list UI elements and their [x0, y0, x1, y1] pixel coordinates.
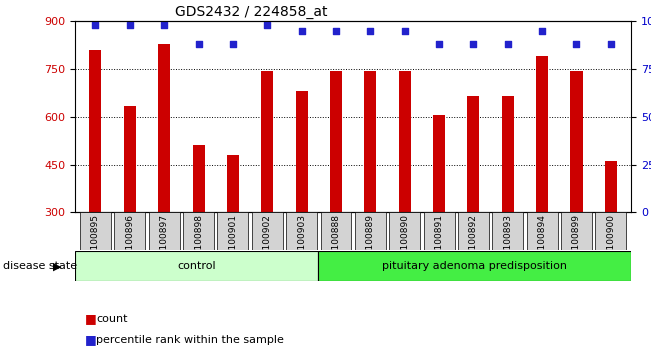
Bar: [398, 70, 411, 212]
Bar: [527, 212, 558, 250]
Bar: [89, 50, 102, 212]
Point: [331, 28, 341, 34]
Text: GSM100901: GSM100901: [229, 214, 238, 269]
Bar: [433, 115, 445, 212]
Text: GSM100891: GSM100891: [435, 214, 443, 269]
Text: GDS2432 / 224858_at: GDS2432 / 224858_at: [175, 5, 327, 19]
Text: GSM100888: GSM100888: [331, 214, 340, 269]
Text: percentile rank within the sample: percentile rank within the sample: [96, 335, 284, 345]
Text: GSM100889: GSM100889: [366, 214, 375, 269]
Text: GSM100892: GSM100892: [469, 214, 478, 269]
Text: GSM100897: GSM100897: [159, 214, 169, 269]
Point: [434, 41, 444, 47]
Point: [365, 28, 376, 34]
Text: control: control: [177, 261, 216, 272]
Point: [228, 41, 238, 47]
Bar: [561, 212, 592, 250]
Bar: [286, 212, 317, 250]
Text: GSM100903: GSM100903: [297, 214, 306, 269]
Bar: [296, 91, 308, 212]
Text: GSM100890: GSM100890: [400, 214, 409, 269]
Point: [468, 41, 478, 47]
Point: [159, 22, 169, 28]
Bar: [183, 212, 214, 250]
Bar: [502, 96, 514, 212]
Bar: [261, 70, 273, 212]
Text: ▶: ▶: [53, 261, 62, 272]
Text: count: count: [96, 314, 128, 324]
Point: [124, 22, 135, 28]
Text: disease state: disease state: [3, 261, 77, 272]
Bar: [252, 212, 283, 250]
Bar: [365, 70, 376, 212]
Bar: [148, 212, 180, 250]
Text: GSM100898: GSM100898: [194, 214, 203, 269]
Text: ■: ■: [85, 312, 96, 325]
Bar: [467, 96, 479, 212]
Point: [537, 28, 547, 34]
Bar: [193, 145, 204, 212]
Text: GSM100894: GSM100894: [538, 214, 547, 269]
Point: [262, 22, 273, 28]
Bar: [424, 212, 454, 250]
Bar: [389, 212, 420, 250]
Bar: [217, 212, 249, 250]
Bar: [318, 251, 631, 281]
Text: GSM100893: GSM100893: [503, 214, 512, 269]
Text: GSM100900: GSM100900: [606, 214, 615, 269]
Bar: [115, 212, 145, 250]
Text: GSM100895: GSM100895: [91, 214, 100, 269]
Text: GSM100902: GSM100902: [263, 214, 271, 269]
Point: [400, 28, 410, 34]
Text: pituitary adenoma predisposition: pituitary adenoma predisposition: [382, 261, 568, 272]
Bar: [320, 212, 352, 250]
Bar: [596, 212, 626, 250]
Text: ■: ■: [85, 333, 96, 346]
Bar: [355, 212, 386, 250]
Bar: [458, 212, 489, 250]
Bar: [124, 105, 136, 212]
Bar: [330, 70, 342, 212]
Text: GSM100899: GSM100899: [572, 214, 581, 269]
Text: GSM100896: GSM100896: [126, 214, 134, 269]
Bar: [158, 44, 170, 212]
Point: [605, 41, 616, 47]
Point: [193, 41, 204, 47]
Bar: [570, 70, 583, 212]
Point: [90, 22, 101, 28]
Point: [296, 28, 307, 34]
Point: [572, 41, 582, 47]
Bar: [605, 161, 617, 212]
Bar: [227, 155, 239, 212]
Point: [503, 41, 513, 47]
Bar: [75, 251, 318, 281]
Bar: [492, 212, 523, 250]
Bar: [80, 212, 111, 250]
Bar: [536, 56, 548, 212]
